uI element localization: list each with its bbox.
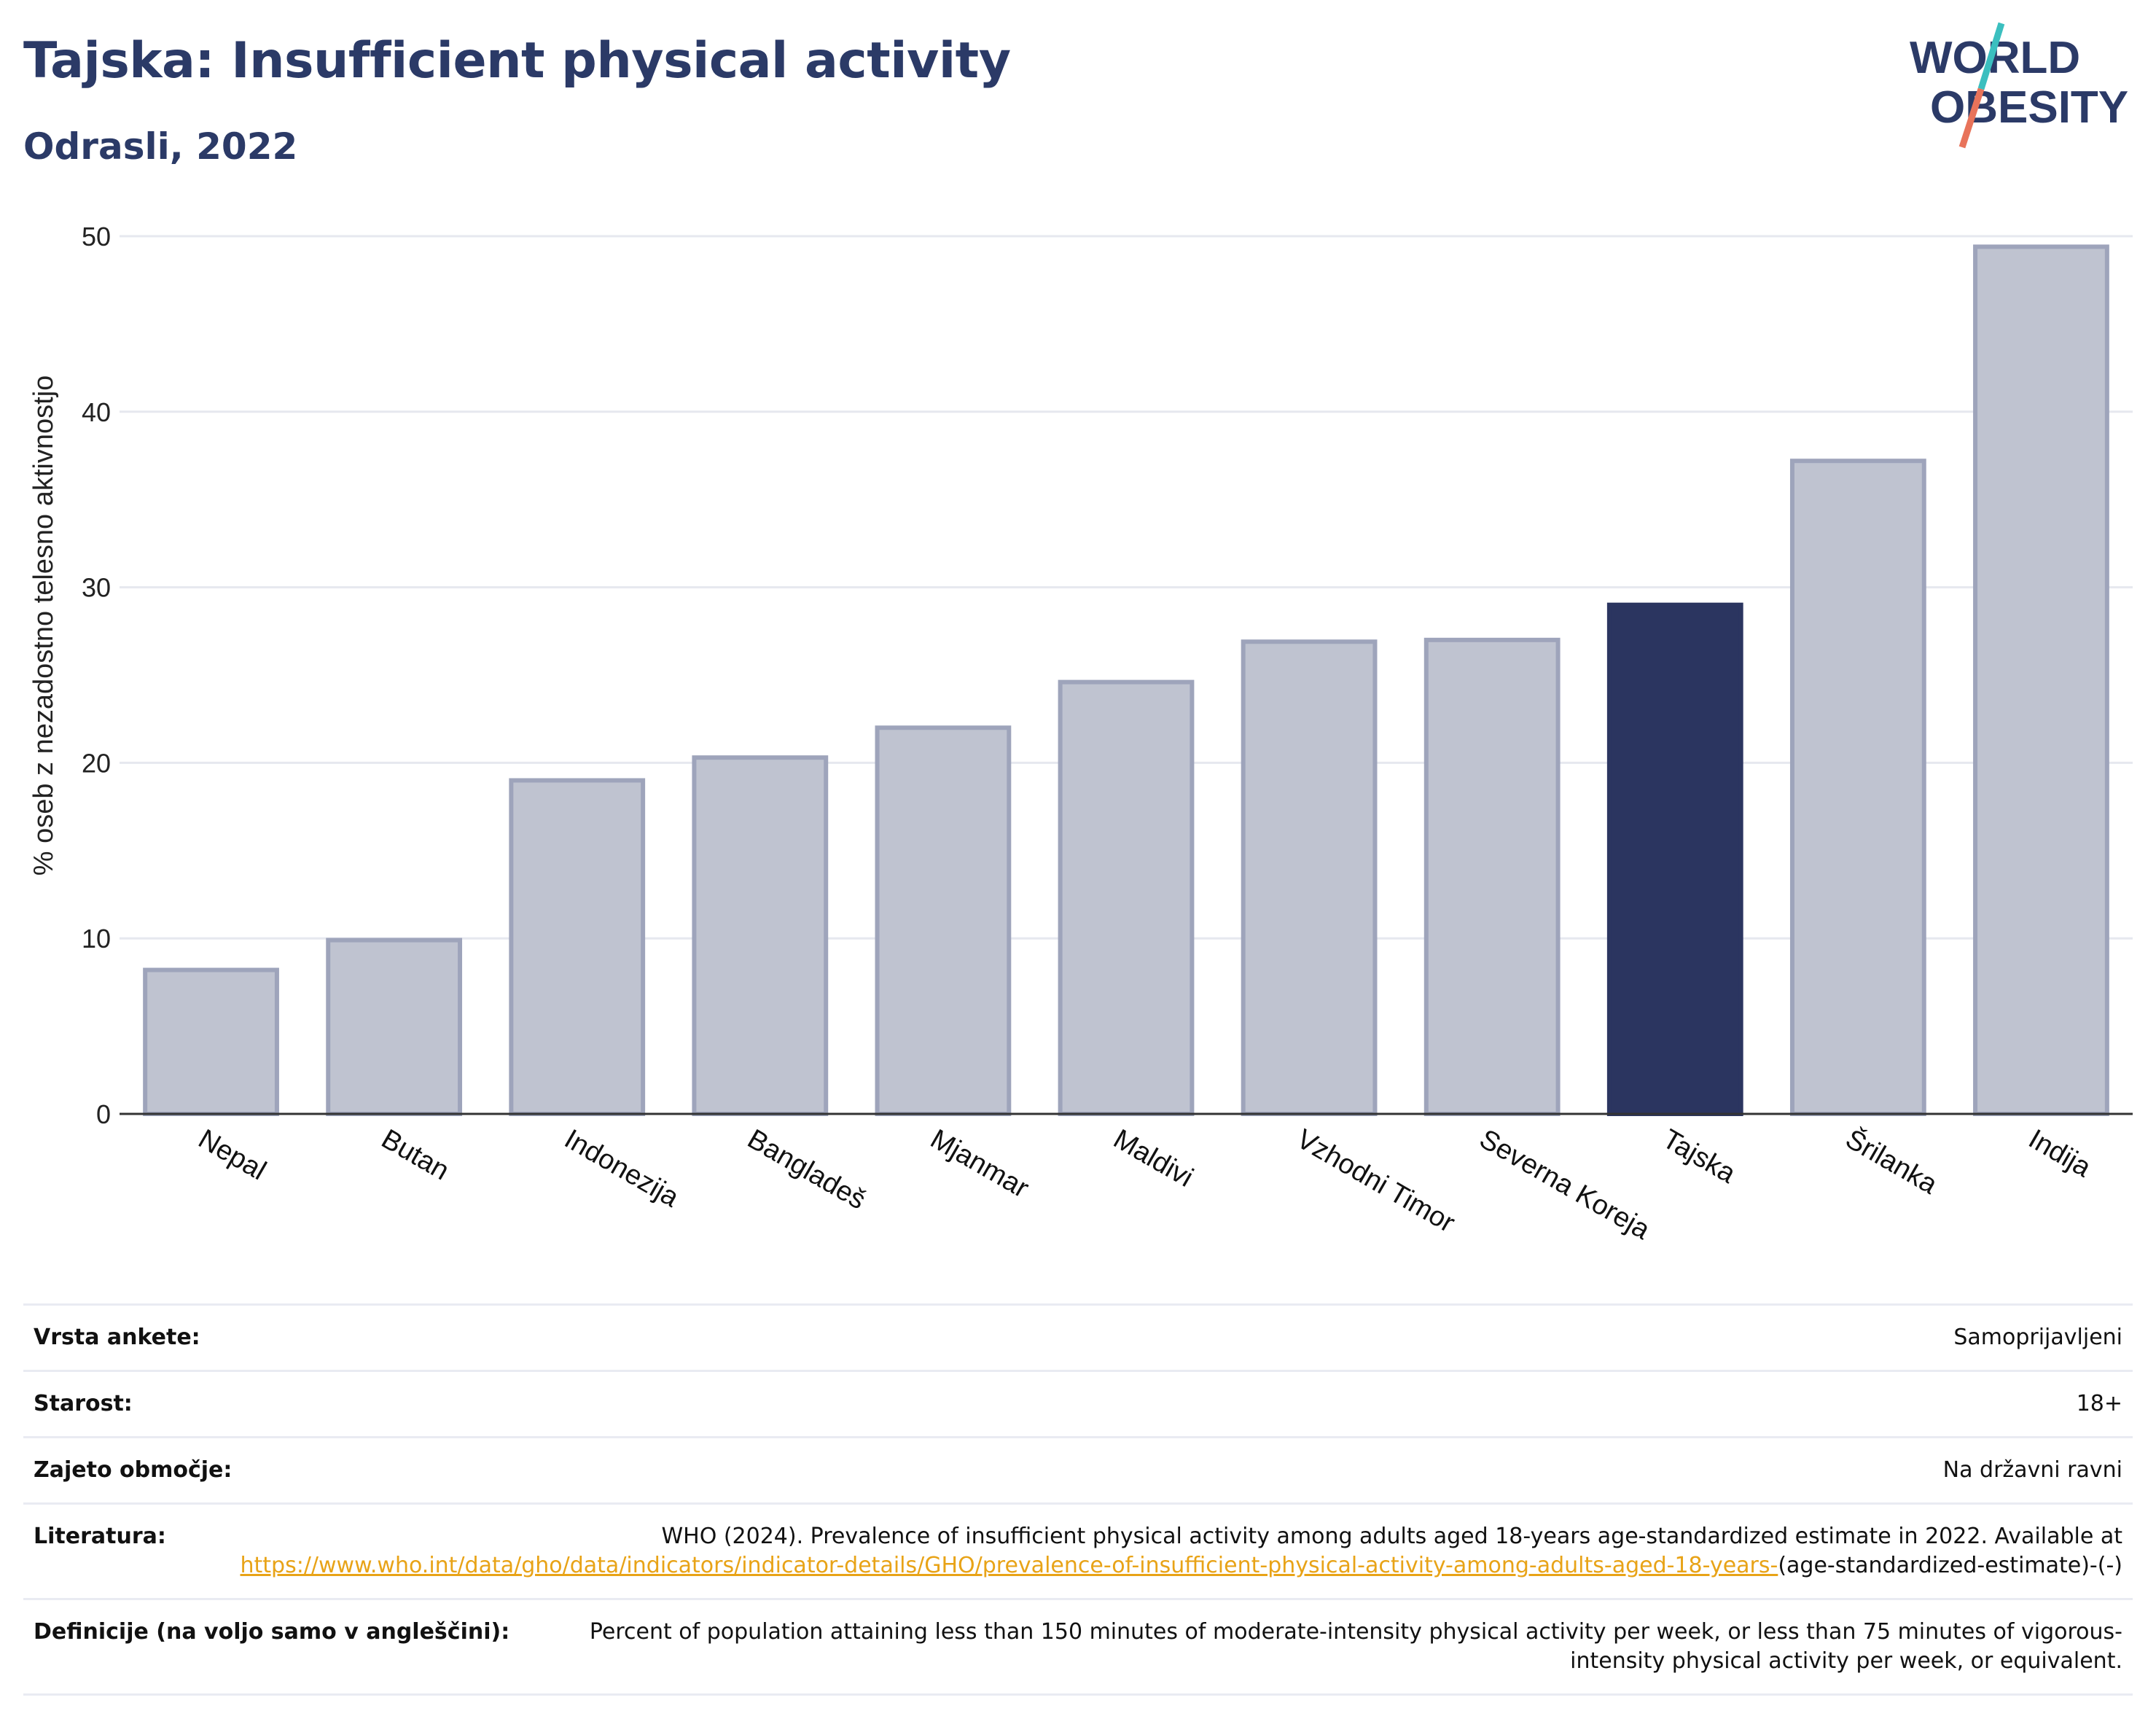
literature-suffix: (age-standardized-estimate)-(-) [1778, 1553, 2122, 1578]
y-tick-label: 40 [82, 397, 111, 427]
logo-text-obesity: OBESITY [1930, 82, 2128, 133]
bar-bangladeš [692, 755, 829, 1117]
x-tick-label: Vzhodni Timor [1292, 1123, 1461, 1239]
definition-label: Definicije (na voljo samo v angleščini): [34, 1619, 510, 1645]
literature-label: Literatura: [34, 1524, 166, 1549]
y-tick-label: 0 [96, 1099, 111, 1129]
bar-tajska [1606, 602, 1743, 1116]
bar-indonezija [509, 778, 646, 1116]
bar-vzhodni-timor [1241, 639, 1378, 1116]
bar-mjanmar [875, 725, 1012, 1116]
literature-text: WHO (2024). Prevalence of insufficient p… [661, 1524, 2122, 1549]
x-tick-label: Mjanmar [925, 1123, 1034, 1204]
info-row-age: Starost: 18+ [23, 1370, 2133, 1436]
x-tick-label: Butan [376, 1123, 454, 1186]
survey-label: Vrsta ankete: [34, 1325, 200, 1350]
survey-value: Samoprijavljeni [1953, 1325, 2122, 1350]
info-row-coverage: Zajeto območje: Na državni ravni [23, 1436, 2133, 1502]
y-axis-label: % oseb z nezadostno telesno aktivnostjo [28, 375, 59, 876]
info-table: Vrsta ankete: Samoprijavljeni Starost: 1… [23, 1303, 2133, 1696]
age-label: Starost: [34, 1391, 133, 1416]
bar-maldivi [1058, 679, 1195, 1116]
world-obesity-logo: WORLD OBESITY [1910, 22, 2128, 149]
bar-chart: 0 10 20 30 40 50 Nepal Butan Indonezija Banglade… [28, 222, 2133, 1247]
chart-subtitle: Odrasli, 2022 [23, 125, 298, 168]
y-tick-label: 10 [82, 924, 111, 954]
literature-link[interactable]: https://www.who.int/data/gho/data/indica… [240, 1553, 1778, 1578]
y-tick-label: 30 [82, 573, 111, 603]
bar-butan [326, 937, 463, 1117]
info-row-definition: Definicije (na voljo samo v angleščini):… [23, 1598, 2133, 1696]
x-tick-label: Indija [2023, 1123, 2096, 1183]
x-tick-label: Bangladeš [742, 1123, 871, 1215]
bar-indija [1973, 244, 2109, 1116]
bar-šrilanka [1789, 459, 1926, 1116]
x-tick-label: Indonezija [559, 1123, 684, 1213]
coverage-value: Na državni ravni [1942, 1457, 2122, 1483]
bar-nepal [143, 967, 279, 1116]
x-tick-label: Severna Koreja [1475, 1123, 1656, 1246]
x-tick-label: Maldivi [1109, 1123, 1198, 1193]
x-axis-labels: Nepal Butan Indonezija Bangladeš Mjanmar Mald… [193, 1123, 2096, 1247]
y-tick-label: 20 [82, 748, 111, 778]
info-row-survey: Vrsta ankete: Samoprijavljeni [23, 1303, 2133, 1370]
info-row-literature: Literatura: WHO (2024). Prevalence of in… [23, 1502, 2133, 1598]
y-tick-label: 50 [82, 222, 111, 252]
coverage-label: Zajeto območje: [34, 1457, 233, 1483]
x-tick-label: Tajska [1657, 1123, 1741, 1190]
age-value: 18+ [2076, 1391, 2122, 1416]
bar-severna-koreja [1423, 637, 1561, 1116]
chart-title: Tajska: Insufficient physical activity [23, 32, 1011, 90]
x-tick-label: Šrilanka [1840, 1123, 1944, 1201]
literature-value: WHO (2024). Prevalence of insufficient p… [195, 1522, 2122, 1580]
x-tick-label: Nepal [193, 1123, 271, 1186]
logo-slash-teal [1977, 22, 2005, 90]
bars [143, 244, 2109, 1117]
logo-slash-coral [1958, 87, 1985, 149]
definition-value: Percent of population attaining less tha… [589, 1619, 2122, 1674]
y-axis-ticks: 0 10 20 30 40 50 [82, 222, 111, 1129]
